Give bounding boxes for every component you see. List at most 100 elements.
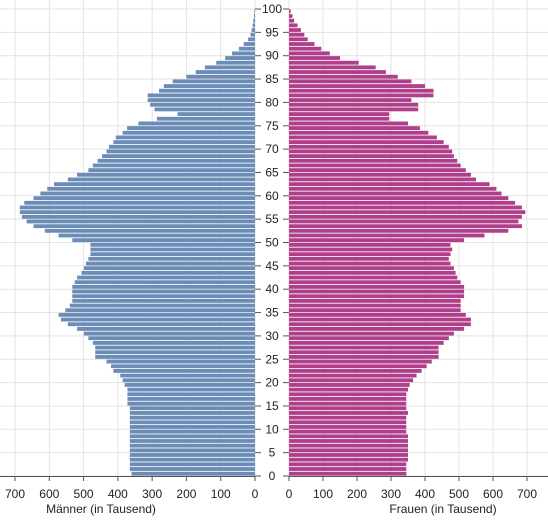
axes bbox=[0, 8, 548, 481]
bar-women-age-14 bbox=[289, 406, 407, 411]
bar-women-age-75 bbox=[289, 121, 408, 126]
age-tick-label: 85 bbox=[265, 72, 279, 86]
bar-women-age-26 bbox=[289, 350, 439, 355]
bar-men-age-91 bbox=[238, 46, 255, 51]
bar-men-age-76 bbox=[156, 116, 255, 121]
women-value-tick-label: 100 bbox=[313, 487, 333, 501]
bar-men-age-44 bbox=[83, 266, 256, 271]
bar-women-age-2 bbox=[289, 462, 407, 467]
bar-men-age-87 bbox=[204, 65, 255, 70]
bar-men-age-92 bbox=[243, 42, 255, 46]
bar-men-age-12 bbox=[129, 415, 255, 420]
bar-men-age-99 bbox=[254, 9, 255, 14]
bar-women-age-11 bbox=[289, 420, 407, 425]
bar-men-age-47 bbox=[90, 252, 255, 257]
bar-men-age-33 bbox=[60, 317, 255, 322]
bar-women-age-60 bbox=[289, 191, 502, 196]
bar-men-age-40 bbox=[72, 284, 255, 289]
bar-men-age-45 bbox=[85, 261, 255, 266]
bar-women-age-5 bbox=[289, 448, 408, 453]
bar-men-age-5 bbox=[129, 448, 255, 453]
women-value-tick-label: 600 bbox=[483, 487, 503, 501]
age-tick-label: 5 bbox=[269, 446, 276, 460]
bar-women-age-68 bbox=[289, 154, 454, 159]
women-value-tick-label: 300 bbox=[381, 487, 401, 501]
bar-women-age-13 bbox=[289, 411, 408, 415]
bar-women-age-86 bbox=[289, 70, 386, 74]
bar-men-age-24 bbox=[106, 359, 256, 364]
bar-women-age-82 bbox=[289, 88, 434, 93]
bar-women-age-93 bbox=[289, 37, 308, 42]
bar-men-age-48 bbox=[90, 247, 255, 252]
bar-men-age-19 bbox=[124, 383, 255, 387]
bar-men-age-50 bbox=[72, 238, 255, 243]
bar-women-age-91 bbox=[289, 46, 322, 51]
age-tick-label: 75 bbox=[265, 119, 279, 133]
bar-women-age-42 bbox=[289, 275, 458, 280]
bar-women-age-74 bbox=[289, 126, 420, 130]
x-axis-label-men: Männer (in Tausend) bbox=[46, 502, 156, 516]
bar-women-age-23 bbox=[289, 364, 427, 369]
bar-women-age-72 bbox=[289, 135, 437, 140]
age-tick-label: 0 bbox=[269, 469, 276, 483]
women-value-tick-label: 700 bbox=[517, 487, 537, 501]
bar-women-age-20 bbox=[289, 378, 414, 383]
bar-men-age-57 bbox=[19, 205, 255, 210]
bar-men-age-31 bbox=[77, 326, 255, 331]
bar-men-age-60 bbox=[40, 191, 255, 196]
bar-women-age-97 bbox=[289, 18, 295, 23]
men-bars bbox=[19, 9, 256, 476]
age-tick-label: 60 bbox=[265, 189, 279, 203]
bar-women-age-22 bbox=[289, 369, 422, 373]
bar-women-age-43 bbox=[289, 270, 456, 275]
bar-women-age-16 bbox=[289, 397, 407, 401]
bar-men-age-38 bbox=[72, 294, 255, 299]
bar-women-age-7 bbox=[289, 439, 408, 443]
bar-women-age-83 bbox=[289, 84, 425, 88]
bar-men-age-18 bbox=[127, 387, 255, 392]
bar-women-age-31 bbox=[289, 326, 465, 331]
bar-men-age-90 bbox=[232, 51, 255, 56]
bar-men-age-58 bbox=[24, 200, 256, 205]
bar-women-age-89 bbox=[289, 56, 340, 60]
bar-women-age-39 bbox=[289, 289, 465, 294]
bar-men-age-80 bbox=[147, 98, 255, 102]
bar-women-age-46 bbox=[289, 256, 449, 261]
bar-women-age-67 bbox=[289, 158, 458, 163]
bar-men-age-4 bbox=[129, 453, 255, 457]
bar-men-age-8 bbox=[129, 434, 255, 439]
bar-women-age-47 bbox=[289, 252, 451, 257]
bar-men-age-84 bbox=[172, 79, 255, 84]
bar-men-age-62 bbox=[54, 182, 256, 187]
age-tick-label: 65 bbox=[265, 165, 279, 179]
bar-men-age-75 bbox=[138, 121, 255, 126]
men-value-tick-label: 700 bbox=[5, 487, 25, 501]
bar-women-age-51 bbox=[289, 233, 485, 238]
age-tick-label: 30 bbox=[265, 329, 279, 343]
men-value-tick-label: 400 bbox=[108, 487, 128, 501]
age-tick-label: 70 bbox=[265, 142, 279, 156]
men-value-tick-label: 100 bbox=[211, 487, 231, 501]
bar-women-age-85 bbox=[289, 74, 398, 79]
bar-women-age-92 bbox=[289, 42, 315, 46]
bar-men-age-46 bbox=[88, 256, 255, 261]
bar-men-age-88 bbox=[216, 60, 255, 65]
bar-women-age-21 bbox=[289, 373, 417, 378]
age-tick-label: 80 bbox=[265, 95, 279, 109]
bar-men-age-65 bbox=[88, 168, 255, 173]
bar-men-age-83 bbox=[163, 84, 255, 88]
bar-women-age-80 bbox=[289, 98, 412, 102]
bar-women-age-0 bbox=[289, 471, 407, 476]
bar-women-age-52 bbox=[289, 228, 509, 233]
bar-women-age-94 bbox=[289, 32, 305, 37]
bar-men-age-74 bbox=[127, 126, 255, 130]
bar-women-age-34 bbox=[289, 312, 466, 317]
bar-men-age-29 bbox=[88, 336, 255, 341]
men-value-tick-label: 600 bbox=[39, 487, 59, 501]
women-value-tick-label: 400 bbox=[415, 487, 435, 501]
bar-men-age-53 bbox=[33, 224, 256, 229]
bar-women-age-9 bbox=[289, 429, 407, 434]
bar-men-age-22 bbox=[113, 369, 256, 373]
age-tick-label: 90 bbox=[265, 49, 279, 63]
bar-women-age-90 bbox=[289, 51, 330, 56]
